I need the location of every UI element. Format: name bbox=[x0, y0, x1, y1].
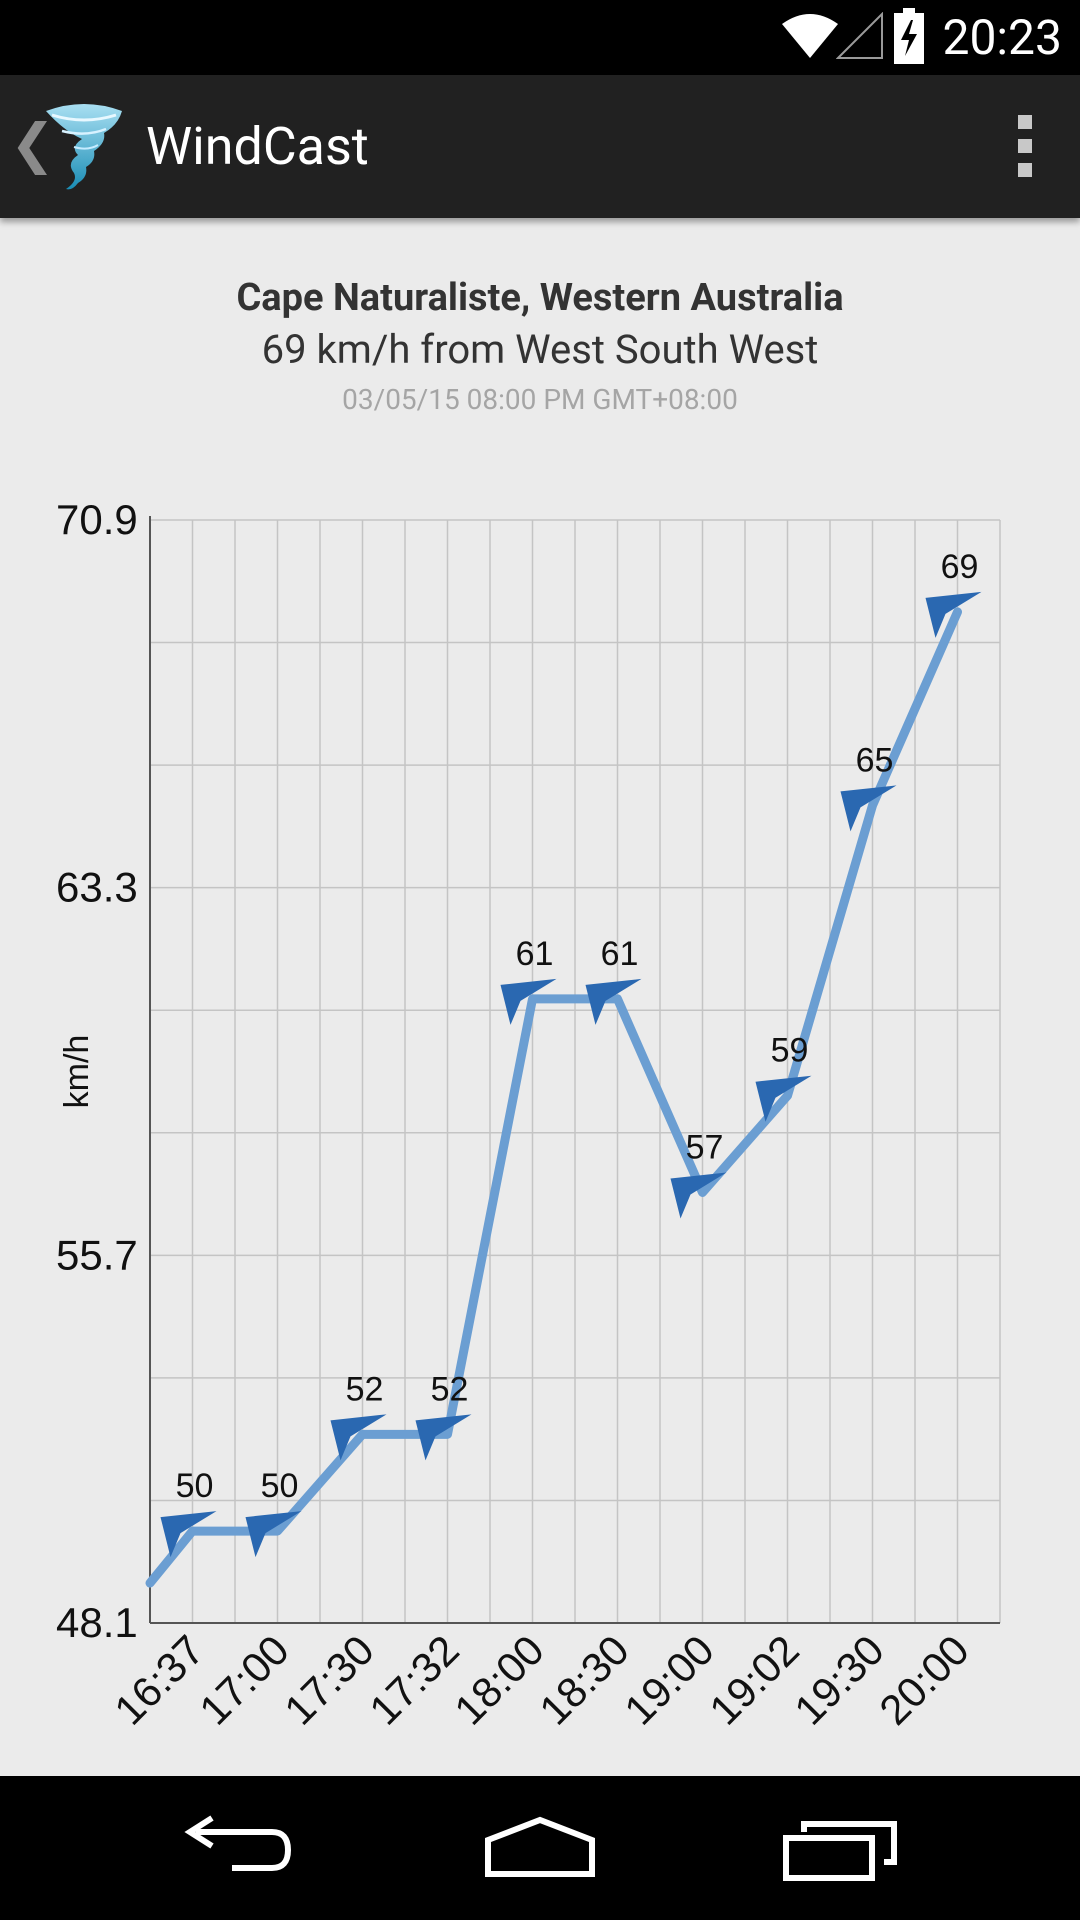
data-label: 61 bbox=[516, 935, 554, 973]
data-label: 59 bbox=[771, 1032, 809, 1070]
x-tick-label: 17:00 bbox=[190, 1626, 298, 1734]
back-nav-icon[interactable] bbox=[180, 1812, 300, 1884]
data-label: 50 bbox=[176, 1467, 214, 1505]
navigation-bar bbox=[0, 1776, 1080, 1920]
home-nav-icon[interactable] bbox=[480, 1812, 600, 1884]
wind-speed-line-chart: 48.155.763.370.9km/h16:3717:0017:3017:32… bbox=[56, 496, 1001, 1734]
wind-arrow-marker bbox=[160, 1511, 217, 1558]
battery-charging-icon bbox=[894, 8, 924, 64]
forecast-header: Cape Naturaliste, Western Australia 69 k… bbox=[0, 265, 1080, 423]
overflow-menu-icon[interactable] bbox=[1010, 113, 1040, 179]
data-label: 52 bbox=[431, 1370, 469, 1408]
x-tick-label: 19:30 bbox=[785, 1626, 893, 1734]
wind-arrow-marker bbox=[245, 1511, 302, 1558]
y-axis-label: km/h bbox=[58, 1035, 96, 1109]
wind-arrow-marker bbox=[330, 1414, 387, 1461]
wind-speed-summary: 69 km/h from West South West bbox=[261, 326, 819, 373]
x-tick-label: 17:30 bbox=[275, 1626, 383, 1734]
wind-arrow-marker bbox=[925, 591, 982, 638]
x-tick-label: 19:02 bbox=[700, 1626, 808, 1734]
x-tick-label: 20:00 bbox=[870, 1626, 978, 1734]
back-chevron-icon[interactable]: ❮ bbox=[10, 113, 56, 176]
x-tick-label: 17:32 bbox=[360, 1626, 468, 1734]
y-tick-label: 63.3 bbox=[56, 864, 138, 911]
wind-arrow-marker bbox=[585, 978, 642, 1025]
data-label: 69 bbox=[941, 548, 979, 586]
wind-arrow-marker bbox=[500, 978, 557, 1025]
wind-arrow-marker bbox=[670, 1172, 727, 1219]
status-time: 20:23 bbox=[942, 9, 1062, 66]
wifi-icon bbox=[782, 14, 838, 58]
x-tick-label: 18:00 bbox=[445, 1626, 553, 1734]
y-tick-label: 55.7 bbox=[56, 1231, 138, 1278]
location-title: Cape Naturaliste, Western Australia bbox=[236, 276, 844, 320]
status-bar: 20:23 bbox=[0, 0, 1080, 75]
x-tick-label: 18:30 bbox=[530, 1626, 638, 1734]
wind-chart: 48.1 55.7 63.3 70.9 km/h 16:37 17:00 17:30 17:32… bbox=[0, 460, 1080, 1760]
data-label: 65 bbox=[856, 741, 894, 779]
x-tick-label: 19:00 bbox=[615, 1626, 723, 1734]
wind-arrow-marker bbox=[415, 1414, 472, 1461]
y-tick-label: 70.9 bbox=[56, 496, 138, 543]
y-tick-label: 48.1 bbox=[56, 1599, 138, 1646]
cell-signal-icon bbox=[836, 12, 883, 59]
app-title: WindCast bbox=[146, 116, 369, 177]
tornado-logo-icon[interactable] bbox=[44, 103, 124, 193]
forecast-datetime: 03/05/15 08:00 PM GMT+08:00 bbox=[342, 383, 738, 416]
wind-arrow-marker bbox=[840, 785, 897, 832]
action-bar: ❮ WindCast bbox=[0, 75, 1080, 218]
wind-arrow-marker bbox=[755, 1075, 812, 1122]
data-label: 57 bbox=[686, 1128, 724, 1166]
data-label: 61 bbox=[601, 935, 639, 973]
data-label: 52 bbox=[346, 1370, 384, 1408]
recents-nav-icon[interactable] bbox=[780, 1812, 900, 1884]
data-label: 50 bbox=[261, 1467, 299, 1505]
